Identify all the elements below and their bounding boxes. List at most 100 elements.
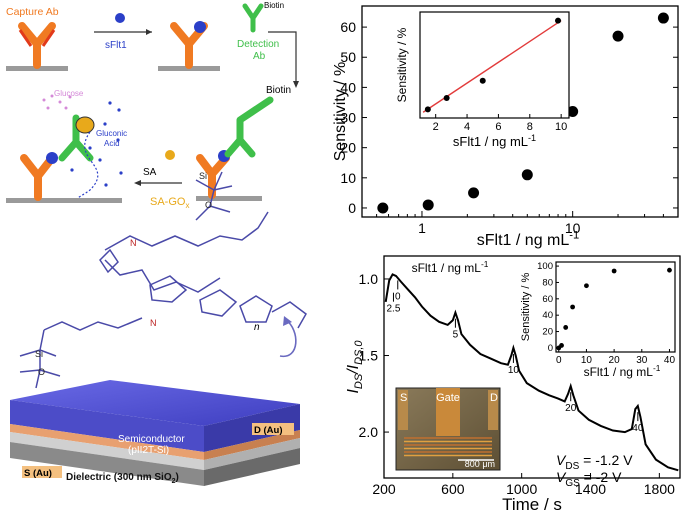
y-tick-label: 30 [340,110,356,126]
drain-electrode [252,423,294,435]
y-tick-label: 20 [542,327,553,338]
curved-arrow [279,319,297,357]
substrate [196,196,262,201]
y-tick-label: 0 [348,200,356,216]
data-point [559,343,564,348]
data-point [555,17,562,24]
x-tick-label: 4 [464,121,470,133]
biotin-label-1: Biotin [264,1,284,10]
arrowhead-icon [293,81,299,88]
x-tick-label: 20 [609,355,621,366]
photo-drain-label: D [490,392,498,404]
sflt1-molecule-icon [115,13,125,23]
polymer-atoms-5: N [130,238,137,248]
y-tick-label: 1.5 [359,348,379,364]
semiconductor-top [10,380,300,426]
x-tick-label: 2 [433,121,439,133]
y-tick-label: 40 [340,79,356,95]
antibody-inner-icon [18,29,56,47]
polymer-atoms-3: O [205,200,212,210]
x-tick-label: 1000 [506,481,537,497]
data-point [612,30,624,42]
addition-label: 2.5 [387,304,401,315]
diffusion-path [77,131,99,199]
arrow-line [268,31,297,82]
arrowhead-icon [146,29,152,35]
x-tick-label: 200 [372,481,396,497]
x-tick-label: 1800 [644,481,675,497]
arrow-sflt1: sFlt1 [94,13,152,51]
photo-source-pad [398,390,408,430]
detection-antibody-icon [242,3,264,33]
x-tick-label: 10 [581,355,593,366]
stage-1-capture [6,22,68,71]
addition-label: 0 [395,291,401,302]
polymer-atoms-2: Si [35,349,43,359]
x-tick-label: 0 [556,355,562,366]
sa-label: SA [143,167,157,178]
x-tick-label: 10 [555,121,567,133]
plot-frame [383,255,681,479]
curved-arrowhead-icon [283,316,292,326]
electrode-side [204,430,300,460]
data-point [567,106,579,117]
x-axis-label: sFlt1 / ng mL-1 [477,230,579,249]
data-point [443,94,450,101]
dielectric-side [204,438,300,470]
data-point [563,325,569,330]
polymer-atoms-6: N [150,318,157,328]
data-point [377,202,389,214]
assay-schematic: Capture Ab sFlt1 Biotin Detection Ab [6,1,299,210]
y-axis-label: Sensitivity / % [520,273,532,342]
plot-frame [361,5,679,218]
gluconic-label-2: Acid [104,139,120,148]
polymer-atoms: Si [199,171,207,181]
addition-label: 10 [508,365,520,376]
vgs-label: VGS = -2 V [556,469,622,489]
y-tick-label: 60 [340,19,356,35]
sflt1-label: sFlt1 [105,40,127,51]
data-point [667,267,672,273]
detection-antibody-icon [224,96,274,158]
data-point [479,77,486,84]
x-tick-label: 1400 [575,481,606,497]
detection-ab-label-2: Ab [253,51,266,62]
x-axis-label: Time / s [502,495,562,514]
photo-scale-label: 800 μm [465,459,495,469]
vds-label: VDS = -1.2 V [556,452,633,472]
semiconductor-label-1: Semiconductor [118,434,185,445]
y-tick-label: 50 [340,49,356,65]
arrowhead-icon [134,180,141,186]
x-tick-label: 30 [636,355,648,366]
x-axis-label: sFlt1 / ng mL-1 [584,363,661,379]
source-electrode [22,466,62,478]
y-tick-label: 10 [340,170,356,186]
x-tick-label: 10 [565,220,581,236]
x-tick-label: 1 [418,220,426,236]
addition-label: 40 [632,423,644,434]
x-tick-label: 40 [664,355,676,366]
polymer-structure-icon [19,171,307,389]
glucose-dots-icon [42,94,72,110]
photo-drain-pad [488,390,498,430]
gluconic-dots-icon [70,101,123,187]
legend-label: sFlt1 / ng mL-1 [412,259,489,275]
electrode-layer [10,424,204,460]
y-tick-label: 100 [537,261,553,272]
data-point [521,169,533,181]
biotin-label-2: Biotin [266,85,291,96]
polymer-atoms-4: O [38,367,45,377]
stage-4-enzyme: Glucose Gluconic Acid [6,89,127,203]
arrow-sa: SA SA-GOx [134,150,189,210]
y-tick-label: 40 [542,310,553,321]
photo-gate-label: Gate [436,392,460,404]
gox-enzyme-icon [75,116,95,134]
glucose-label: Glucose [54,89,84,98]
y-axis-label: Sensitivity / % [332,62,349,162]
repeat-unit-n: n [254,322,260,333]
bound-sflt1-icon [46,152,58,164]
data-point [611,268,617,274]
gate-label: Gate (Si n ++) [84,486,148,497]
